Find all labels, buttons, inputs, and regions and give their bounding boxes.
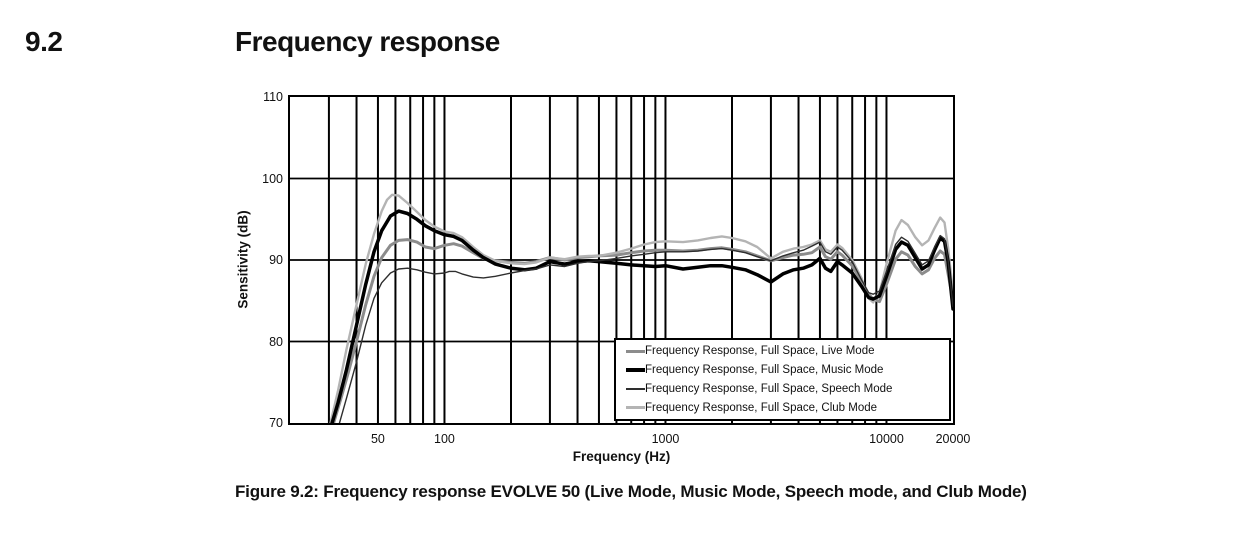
legend-line-swatch-club-mode [626,406,645,409]
legend-line-swatch-speech-mode [626,388,645,390]
section-number: 9.2 [25,26,63,57]
x-tick-1000: 1000 [651,432,680,446]
y-tick-70: 70 [269,416,283,430]
legend-label-music-mode: Frequency Response, Full Space, Music Mo… [645,364,884,377]
y-tick-100: 100 [262,171,283,186]
x-tick-10000: 10000 [869,432,904,446]
curve-speech-mode [338,234,953,423]
legend-label-club-mode: Frequency Response, Full Space, Club Mod… [645,401,878,414]
y-tick-90: 90 [269,253,283,267]
y-tick-110: 110 [263,90,283,104]
legend-row-music-mode: Frequency Response, Full Space, Music Mo… [626,364,949,376]
legend-line-swatch-music-mode [626,368,645,372]
legend-label-live-mode: Frequency Response, Full Space, Live Mod… [645,345,875,358]
x-tick-100: 100 [434,432,455,446]
curve-live-mode [332,238,953,423]
page-title: Frequency response [235,26,500,57]
legend-row-live-mode: Frequency Response, Full Space, Live Mod… [626,345,949,357]
legend-label-speech-mode: Frequency Response, Full Space, Speech M… [645,382,893,395]
curve-music-mode [330,209,953,423]
legend-line-swatch-live-mode [626,349,645,353]
legend-row-speech-mode: Frequency Response, Full Space, Speech M… [626,383,949,395]
x-axis-label: Frequency (Hz) [572,449,671,464]
x-tick-50: 50 [370,432,385,446]
legend-row-club-mode: Frequency Response, Full Space, Club Mod… [626,402,949,414]
figure-caption: Figure 9.2: Frequency response EVOLVE 50… [235,482,1027,501]
chart-canvas [290,97,953,423]
x-tick-20000: 20000 [935,432,971,446]
chart-legend: Frequency Response, Full Space, Live Mod… [614,338,951,421]
y-tick-80: 80 [269,334,283,349]
curve-club-mode [329,193,953,423]
